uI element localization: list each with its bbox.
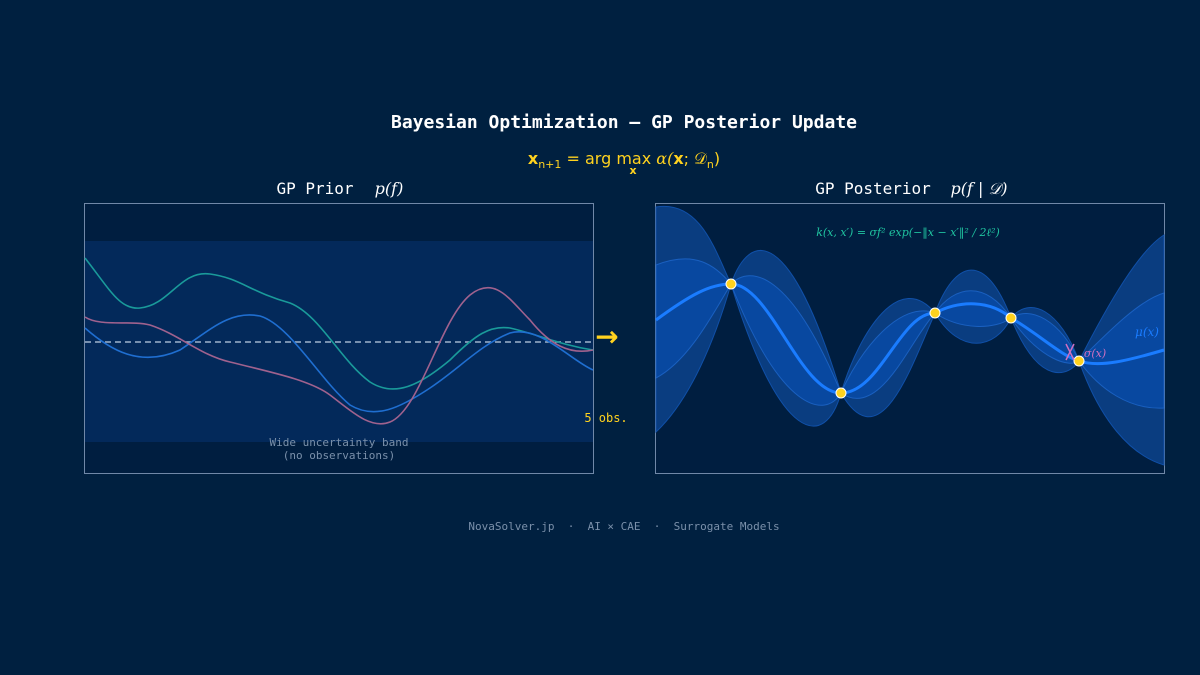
obs-label: 5 obs. (584, 411, 627, 425)
panel-title: GP Prior (276, 179, 353, 198)
observation (1073, 355, 1085, 367)
formula-part: x (673, 149, 684, 168)
observation (929, 307, 941, 319)
observations (725, 278, 1085, 399)
prior-sample (84, 314, 594, 413)
sigma-marker (1065, 343, 1075, 361)
note: (no observations) (283, 449, 396, 462)
observation (1005, 312, 1017, 324)
panel-math: p(f | 𝒟) (951, 179, 1008, 198)
formula-part: α( (656, 149, 674, 168)
formula-part: n+1 (538, 158, 561, 171)
footer: NovaSolver.jp · AI × CAE · Surrogate Mod… (468, 520, 779, 533)
formula-part: ) (714, 149, 720, 168)
formula-part: ; 𝒟 (684, 149, 707, 168)
observation (835, 387, 847, 399)
panel-title: GP Posterior (815, 179, 931, 198)
prior-sample (84, 287, 594, 425)
title: Bayesian Optimization — GP Posterior Upd… (391, 112, 857, 133)
sigma-label: σ(x) (1084, 347, 1106, 360)
formula-sub: x (629, 164, 636, 177)
arrow: → (595, 320, 618, 353)
prior-sample (84, 257, 594, 390)
mean-label: μ(x) (1135, 325, 1159, 339)
formula-part: x (528, 149, 539, 168)
observation (725, 278, 737, 290)
formula: xn+1 = arg max α(x; 𝒟n) (528, 149, 720, 171)
kernel: k(x, x′) = σf² exp(−‖x − x′‖² / 2ℓ²) (816, 226, 1000, 240)
formula-part: n (707, 158, 714, 171)
note: Wide uncertainty band (269, 436, 408, 449)
panel-math: p(f) (375, 179, 404, 198)
formula-part: = arg max (561, 149, 656, 168)
